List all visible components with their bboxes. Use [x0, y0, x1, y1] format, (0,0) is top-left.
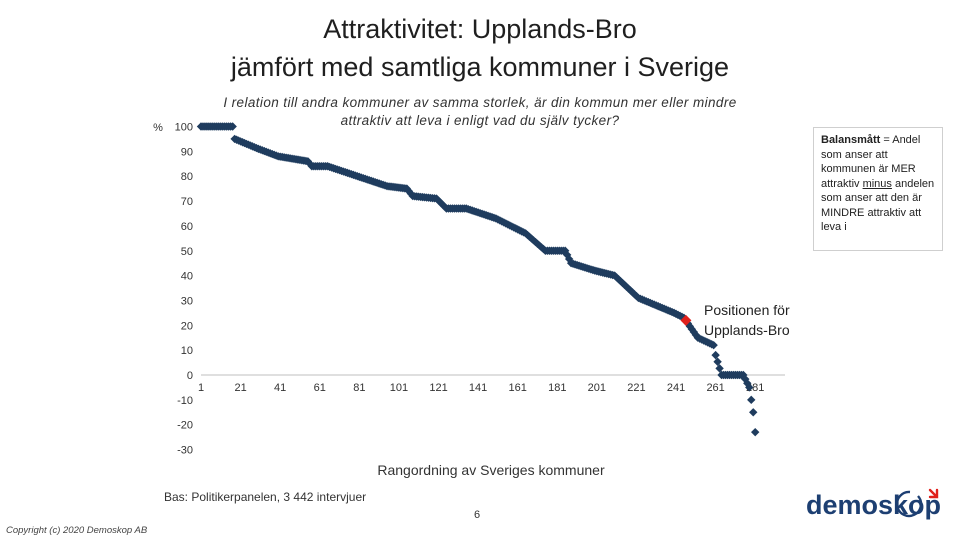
- data-point: [228, 122, 237, 131]
- y-tick-label: 10: [181, 345, 193, 357]
- data-point: [747, 395, 756, 405]
- data-point: [745, 383, 754, 392]
- logo-wordmark: demoskop: [806, 490, 941, 520]
- question-subtitle: I relation till andra kommuner av samma …: [180, 94, 780, 130]
- data-point: [562, 250, 572, 260]
- highlight-label-line1: Positionen för: [704, 302, 790, 318]
- chart-title-line2: jämfört med samtliga kommuner i Sverige: [230, 52, 730, 82]
- y-tick-label: 30: [181, 295, 193, 307]
- data-point: [749, 408, 758, 417]
- x-tick-label: 41: [274, 382, 286, 394]
- data-point: [691, 330, 701, 340]
- y-tick-label: 100: [175, 122, 193, 134]
- copyright: Copyright (c) 2020 Demoskop AB: [6, 525, 148, 536]
- data-point: [709, 340, 718, 350]
- y-tick-label: -20: [177, 420, 193, 432]
- y-tick-label: 70: [181, 196, 193, 208]
- y-axis: -30 -20 -10 0 10 20 30 40 50 60 70 80 90 100: [175, 122, 193, 457]
- y-axis-unit-label: %: [153, 122, 163, 134]
- data-point: [406, 189, 416, 198]
- y-tick-label: 80: [181, 171, 193, 183]
- data-point: [402, 184, 412, 193]
- data-point: [751, 427, 760, 437]
- subtitle-line1: I relation till andra kommuner av samma …: [223, 95, 737, 110]
- y-tick-label: 50: [181, 246, 193, 258]
- x-tick-label: 121: [429, 382, 447, 394]
- y-tick-label: -30: [177, 445, 193, 457]
- x-tick-label: 61: [314, 382, 326, 394]
- x-tick-label: 141: [469, 382, 487, 394]
- x-axis-label: Rangordning av Sveriges kommuner: [377, 462, 605, 478]
- note-text-part1: = Andel som anser att kommunen är MER at…: [821, 134, 921, 190]
- data-points: [196, 122, 760, 437]
- x-tick-label: 201: [588, 382, 606, 394]
- note-text-part2: andelen som anser att den är MINDRE attr…: [821, 177, 935, 234]
- page-number: 6: [474, 509, 481, 521]
- y-tick-label: -10: [177, 395, 193, 407]
- highlight-group: Positionen för Upplands-Bro: [680, 302, 790, 338]
- logo-arrow-icon: [928, 488, 939, 499]
- data-point: [711, 350, 720, 360]
- x-tick-label: 261: [706, 382, 724, 394]
- x-tick-label: 221: [627, 382, 645, 394]
- y-tick-label: 40: [181, 271, 193, 283]
- data-point: [715, 364, 724, 373]
- x-tick-label: 81: [353, 382, 365, 394]
- x-tick-label: 101: [390, 382, 408, 394]
- demoskop-logo: demoskop: [806, 488, 941, 520]
- data-point: [687, 325, 697, 334]
- base-footnote: Bas: Politikerpanelen, 3 442 intervjuer: [164, 490, 367, 504]
- y-tick-label: 20: [181, 320, 193, 332]
- x-axis: 1 21 41 61 81 101 121 141 161 181 201 221 241 261 281: [198, 374, 785, 394]
- x-tick-label: 241: [667, 382, 685, 394]
- highlight-label-line2: Upplands-Bro: [704, 322, 790, 338]
- y-tick-label: 60: [181, 221, 193, 233]
- balance-measure-note: Balansmått = Andel som anser att kommune…: [813, 127, 943, 251]
- logo-arc-icon: [895, 490, 923, 518]
- y-tick-label: 90: [181, 146, 193, 158]
- note-bold-term: Balansmått: [821, 134, 881, 146]
- chart-title-line1: Attraktivitet: Upplands-Bro: [323, 14, 637, 44]
- x-tick-label: 21: [234, 382, 246, 394]
- y-tick-label: 0: [187, 370, 193, 382]
- subtitle-line2: attraktiv att leva i enligt vad du själv…: [340, 113, 620, 128]
- upplands-bro-point: [680, 314, 692, 326]
- x-tick-label: 1: [198, 382, 204, 394]
- note-underlined-term: minus: [862, 177, 892, 190]
- data-point: [713, 357, 722, 366]
- x-tick-label: 161: [509, 382, 527, 394]
- x-tick-label: 181: [548, 382, 566, 394]
